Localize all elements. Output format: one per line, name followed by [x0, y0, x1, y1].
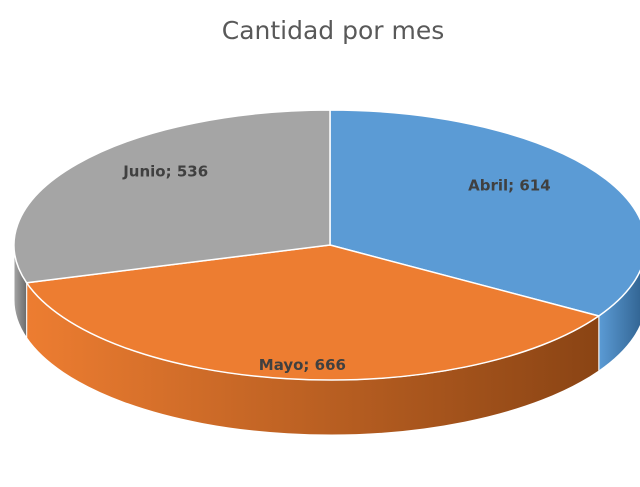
data-label: Junio; 536 — [122, 163, 208, 181]
data-label: Abril; 614 — [468, 176, 551, 194]
data-label: Mayo; 666 — [259, 356, 346, 374]
pie-slice — [25, 244, 601, 381]
pie-slice — [13, 109, 331, 284]
chart-title: Cantidad por mes — [222, 16, 445, 45]
pie-slice — [329, 109, 640, 317]
